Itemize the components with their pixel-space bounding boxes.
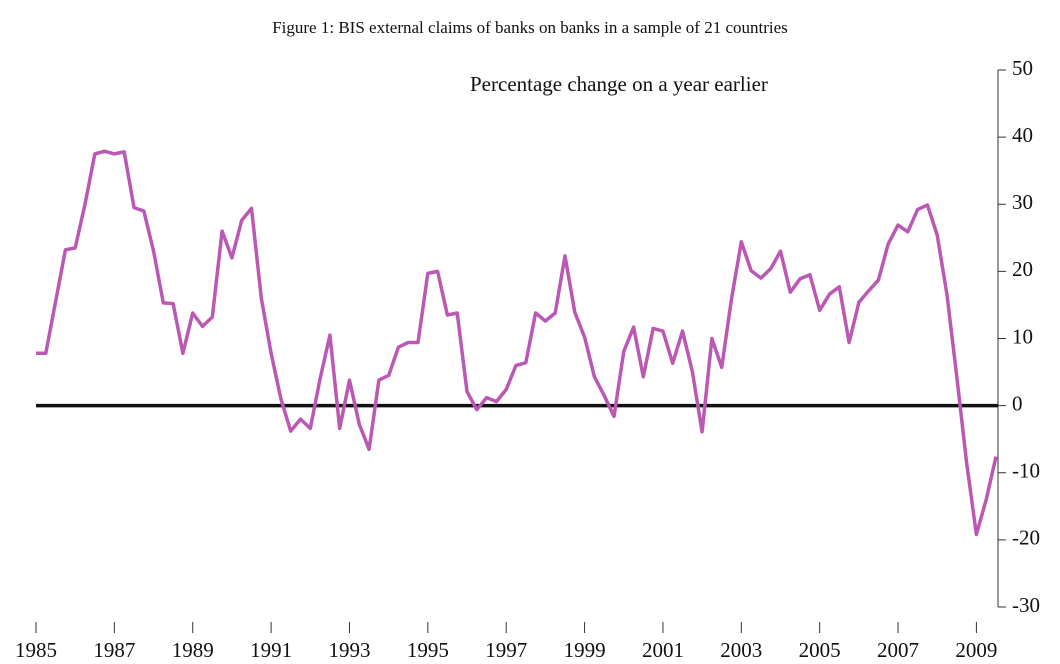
x-tick-label: 1985 <box>15 638 57 662</box>
x-tick-label: 1987 <box>93 638 135 662</box>
x-tick-label: 1989 <box>172 638 214 662</box>
chart-subtitle: Percentage change on a year earlier <box>470 72 768 96</box>
y-tick-label: -10 <box>1012 459 1040 483</box>
y-tick-label: 50 <box>1012 56 1033 80</box>
x-tick-label: 2005 <box>799 638 841 662</box>
x-tick-label: 2007 <box>877 638 919 662</box>
y-tick-label: 20 <box>1012 257 1033 281</box>
y-tick-label: 10 <box>1012 324 1033 348</box>
chart-title: Figure 1: BIS external claims of banks o… <box>272 18 788 37</box>
y-tick-label: 40 <box>1012 123 1033 147</box>
x-tick-label: 1991 <box>250 638 292 662</box>
y-tick-label: -20 <box>1012 526 1040 550</box>
x-tick-label: 1993 <box>328 638 370 662</box>
x-tick-label: 1995 <box>407 638 449 662</box>
y-tick-label: -30 <box>1012 593 1040 617</box>
x-tick-label: 2009 <box>955 638 997 662</box>
y-tick-label: 30 <box>1012 190 1033 214</box>
x-tick-label: 2001 <box>642 638 684 662</box>
x-tick-label: 1997 <box>485 638 527 662</box>
data-line <box>36 149 998 537</box>
x-tick-label: 1999 <box>564 638 606 662</box>
x-tick-label: 2003 <box>720 638 762 662</box>
y-tick-label: 0 <box>1012 391 1023 415</box>
